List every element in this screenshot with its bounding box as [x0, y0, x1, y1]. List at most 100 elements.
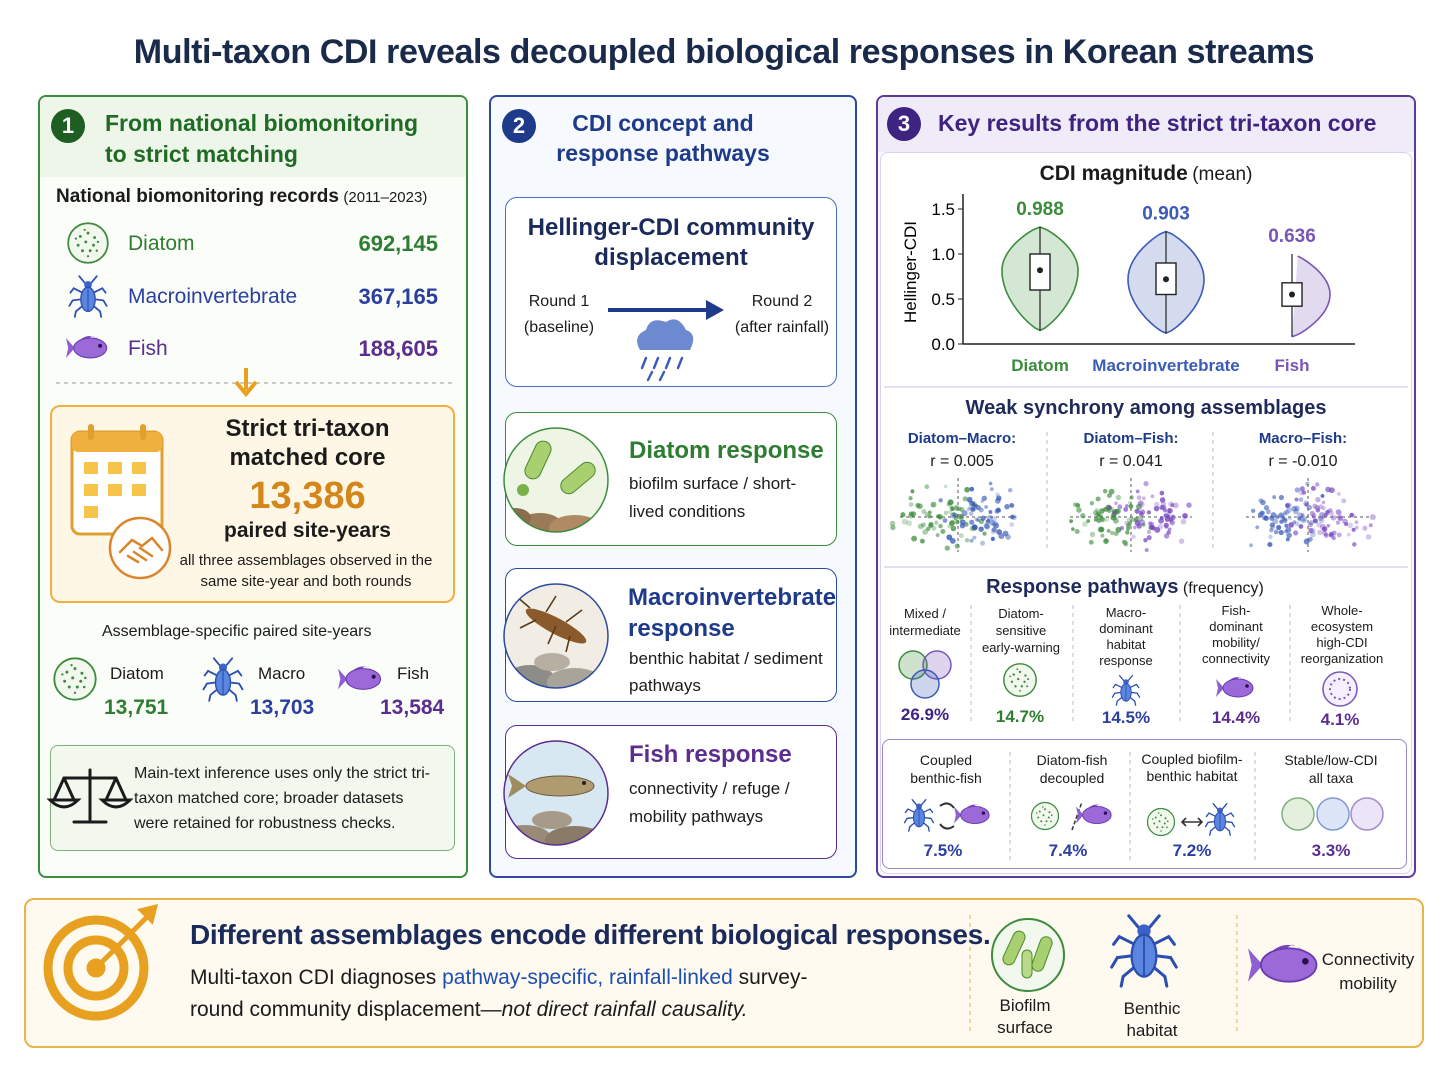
mean-label: 0.903	[1142, 204, 1190, 225]
bug-icon	[1109, 913, 1179, 988]
scatter-dot	[966, 507, 971, 512]
arrow-head	[706, 300, 724, 320]
concept-box	[505, 197, 837, 387]
scatter-dot	[1335, 520, 1341, 525]
records-heading: National biomonitoring records (2011–202…	[56, 186, 427, 209]
records-title: National biomonitoring records	[56, 186, 339, 207]
target-icon	[43, 903, 159, 1021]
scatter-dot	[1102, 488, 1108, 494]
pathways-title: Response pathways	[986, 576, 1179, 598]
scatter-dot	[958, 533, 964, 539]
venn-icon	[898, 650, 952, 699]
pathway-label: Fish-dominant mobility/ connectivity	[1202, 603, 1270, 666]
scatter-dot	[1125, 504, 1129, 508]
scatter-dot	[985, 519, 991, 525]
scatter-dot	[1260, 499, 1266, 506]
scales-icon	[46, 768, 134, 824]
scatter-dot	[925, 526, 931, 532]
scatter-dot	[1322, 530, 1327, 536]
scatter-dot	[1257, 512, 1264, 518]
core-note: all three assemblages observed in the sa…	[179, 552, 433, 590]
scatter-dot	[1154, 526, 1161, 533]
scatter-dot	[967, 498, 972, 504]
scatter-dot	[1282, 511, 1288, 516]
scatter-dot	[938, 523, 943, 529]
magnitude-note: (mean)	[1192, 164, 1253, 185]
scatter-dot	[946, 534, 953, 541]
scatter-dot	[1095, 496, 1101, 502]
scatter-dot	[1278, 529, 1284, 536]
scatter-dot	[993, 522, 1000, 529]
specific-count: 13,703	[250, 696, 315, 719]
scatter-dot	[1285, 507, 1292, 514]
core-unit: paired site-years	[224, 519, 391, 542]
diatom-icon	[1030, 801, 1060, 831]
scatter-dot	[1009, 522, 1015, 527]
text-highlight: pathway-specific, rainfall-linked	[442, 966, 733, 989]
scatter-dot	[934, 520, 939, 525]
scatter-dot	[1276, 524, 1282, 531]
down-arrow	[234, 368, 258, 398]
scatter-dot	[1106, 492, 1112, 499]
specific-taxon: Macro	[258, 664, 306, 683]
scatter-dot	[1138, 510, 1143, 515]
pathway-label: Diatom-sensitive early-warning	[981, 606, 1061, 655]
scatter-dot	[890, 524, 896, 531]
scatter-dot	[1182, 513, 1188, 519]
scatter-dot	[1097, 526, 1104, 533]
scatter-dot	[949, 538, 956, 544]
scatter-dot	[1146, 510, 1152, 515]
scatter-dot	[1121, 539, 1126, 544]
scatter-dot	[1319, 517, 1325, 524]
scatter-dot	[908, 496, 913, 501]
record-count: 367,165	[358, 284, 438, 309]
scatter-dot	[900, 512, 906, 518]
scatter-dot	[974, 517, 979, 522]
scatter-dot	[1138, 516, 1144, 522]
double-arrow	[1180, 817, 1204, 827]
pair-label: Macro–Fish:	[1258, 430, 1348, 447]
median-dot	[1289, 291, 1295, 298]
y-axis-label: Hellinger-CDI	[901, 221, 920, 323]
scatter-dot	[966, 496, 973, 503]
scatter-dot	[1330, 531, 1335, 536]
bug-icon	[903, 799, 935, 832]
icon-label: Connectivity mobility	[1321, 950, 1415, 993]
y-tick-label: 0.5	[931, 290, 955, 309]
scatter-dot	[981, 495, 988, 502]
scatter-dot	[930, 503, 936, 508]
scatter-dot	[1009, 502, 1014, 508]
scatter-dot	[931, 525, 937, 531]
y-tick-label: 0.0	[931, 335, 955, 354]
scatter-dot	[1320, 493, 1325, 498]
scatter-dot	[1178, 538, 1185, 544]
scatter-dot	[990, 537, 995, 542]
response-text: benthic habitat / sediment pathways	[629, 649, 823, 695]
scatter-dot	[971, 503, 976, 507]
scatter-dot	[1113, 518, 1119, 524]
scatter-dot	[984, 524, 991, 530]
scatter-dot	[1308, 527, 1314, 534]
whole-ecosystem-icon	[1322, 671, 1358, 707]
scatter-dot	[1284, 529, 1289, 534]
scatter-dot	[1273, 529, 1279, 535]
scatter-dot	[1159, 505, 1164, 510]
scatter-dot	[1299, 516, 1306, 523]
scatter-dot	[1326, 523, 1331, 528]
scatter-dot	[1124, 520, 1129, 525]
scatter-dot	[1335, 509, 1342, 516]
record-count: 188,605	[358, 336, 438, 361]
scatter-dot	[1288, 516, 1292, 521]
scatter-dot	[1288, 522, 1294, 528]
scatter-dot	[1136, 495, 1142, 500]
scatter-dot	[996, 495, 1002, 501]
scatter-dot	[1306, 504, 1312, 511]
column-dividers	[970, 432, 1291, 860]
specific-count: 13,584	[380, 696, 445, 719]
bug-icon	[68, 275, 108, 318]
scatter-dot	[1110, 530, 1115, 536]
scatter-dot	[1310, 485, 1316, 491]
number-badge	[502, 109, 536, 143]
scatter-dot	[1268, 534, 1273, 540]
coupled-value: 3.3%	[1311, 841, 1351, 860]
